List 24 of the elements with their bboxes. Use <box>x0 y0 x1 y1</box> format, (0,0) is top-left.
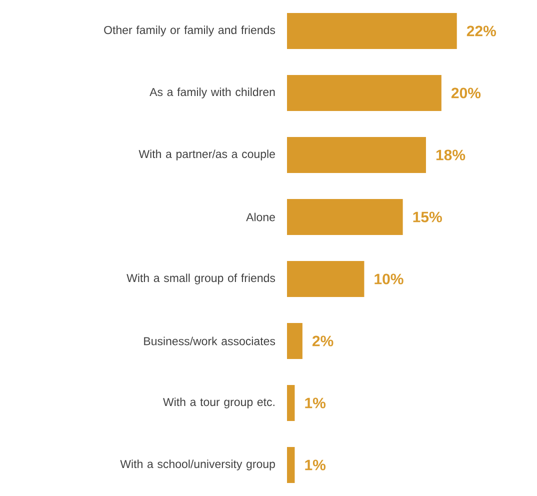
bar <box>287 261 364 298</box>
bar <box>287 447 295 484</box>
bar <box>287 323 302 360</box>
bar <box>287 385 295 422</box>
data-label: 18% <box>436 150 466 160</box>
data-label: 1% <box>305 398 326 408</box>
data-label: 15% <box>413 212 442 222</box>
y-tick-label: Alone <box>246 212 275 222</box>
data-label: 20% <box>451 88 481 98</box>
y-tick-label: With a small group of friends <box>126 274 276 284</box>
y-tick-label: As a family with children <box>150 88 275 98</box>
y-tick-label: With a tour group etc. <box>163 398 274 408</box>
data-label: 2% <box>312 336 334 346</box>
bar <box>287 75 442 112</box>
y-tick-label: Business/work associates <box>144 336 276 346</box>
data-label: 1% <box>305 460 326 470</box>
data-label: 22% <box>466 26 496 36</box>
y-tick-label: With a school/university group <box>120 460 275 470</box>
bar <box>287 199 403 236</box>
y-tick-label: With a partner/as a couple <box>138 150 275 160</box>
bar <box>287 13 457 50</box>
data-label: 10% <box>374 274 404 284</box>
y-tick-label: Other family or family and friends <box>104 26 276 36</box>
bar <box>287 137 426 174</box>
